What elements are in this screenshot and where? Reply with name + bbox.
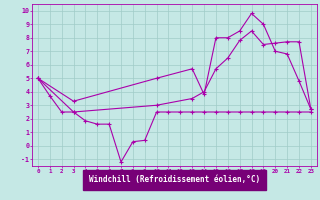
X-axis label: Windchill (Refroidissement éolien,°C): Windchill (Refroidissement éolien,°C): [89, 175, 260, 184]
